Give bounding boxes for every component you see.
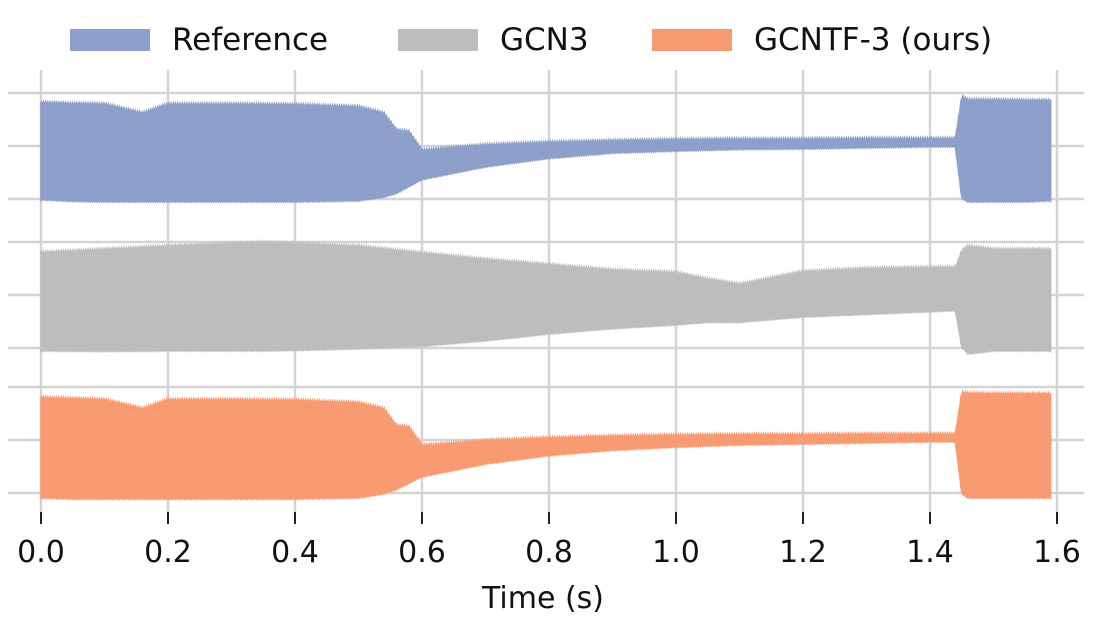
legend-swatch-gcntf3 [652,29,732,51]
legend: Reference GCN3 GCNTF-3 (ours) [0,18,1106,62]
legend-item-reference: Reference [70,18,328,62]
x-tick-label: 0.2 [144,535,192,570]
x-axis-label: Time (s) [481,581,604,616]
x-tick-label: 0.8 [525,535,573,570]
legend-item-gcn3: GCN3 [398,18,589,62]
x-tick-label: 1.2 [779,535,827,570]
series-band-2 [40,239,1052,356]
x-axis: 0.0 0.2 0.4 0.6 0.8 1.0 1.2 1.4 1.6 [17,512,1081,570]
legend-label-gcn3: GCN3 [500,22,589,58]
x-tick-label: 0.0 [17,535,65,570]
x-tick-label: 1.0 [652,535,700,570]
waveform-bands [40,93,1052,501]
legend-item-gcntf3: GCNTF-3 (ours) [652,18,992,62]
series-band-1 [40,93,1052,204]
x-tick-label: 1.4 [906,535,954,570]
legend-label-gcntf3: GCNTF-3 (ours) [754,22,993,58]
legend-swatch-gcn3 [398,29,478,51]
series-band-3 [40,389,1052,501]
x-tick-label: 0.6 [398,535,446,570]
x-tick-label: 0.4 [271,535,319,570]
legend-swatch-reference [70,29,150,51]
legend-label-reference: Reference [172,22,329,58]
x-tick-label: 1.6 [1033,535,1081,570]
